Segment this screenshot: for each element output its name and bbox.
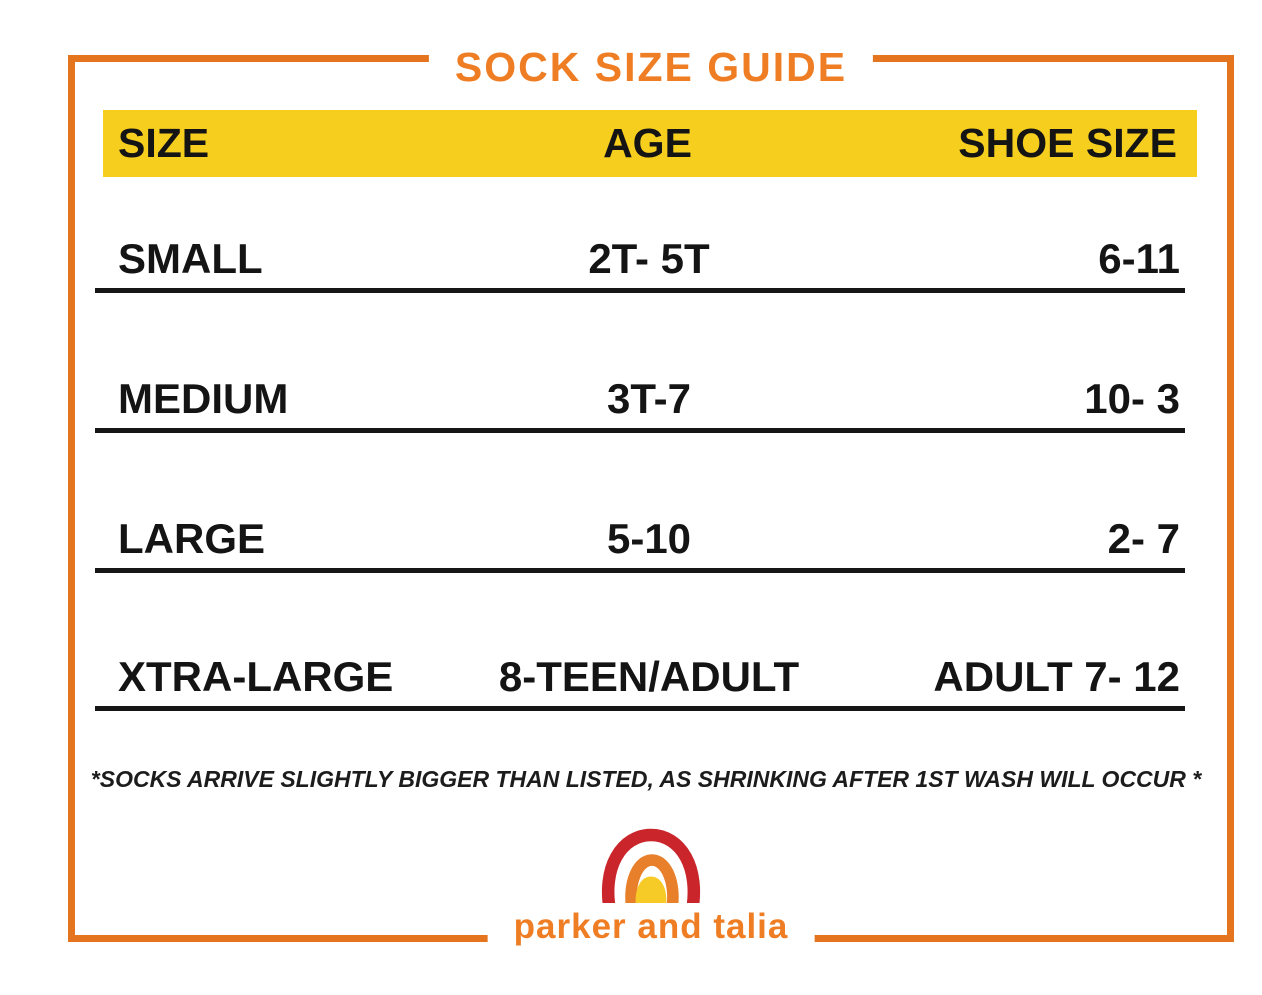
row-shoe-size-value: 2- 7 bbox=[1107, 515, 1180, 562]
table-row-small: SMALL 2T- 5T 6-11 bbox=[95, 229, 1185, 293]
table-row-medium: MEDIUM 3T-7 10- 3 bbox=[95, 369, 1185, 433]
column-header-age: AGE bbox=[603, 120, 692, 166]
row-shoe-size-value: ADULT 7- 12 bbox=[933, 653, 1180, 700]
row-age-value: 2T- 5T bbox=[588, 235, 710, 282]
shrinkage-disclaimer: *SOCKS ARRIVE SLIGHTLY BIGGER THAN LISTE… bbox=[90, 766, 1202, 792]
page-title: SOCK SIZE GUIDE bbox=[428, 38, 874, 97]
row-size-label: MEDIUM bbox=[118, 375, 289, 422]
row-age-value: 3T-7 bbox=[606, 375, 692, 422]
row-size-label: LARGE bbox=[118, 515, 265, 562]
table-row-large: LARGE 5-10 2- 7 bbox=[95, 509, 1185, 573]
page-border-frame bbox=[68, 55, 1234, 942]
table-row-xtra-large: XTRA-LARGE 8-TEEN/ADULT ADULT 7- 12 bbox=[95, 647, 1185, 711]
row-age-value: 5-10 bbox=[606, 515, 692, 562]
row-age-value: 8-TEEN/ADULT bbox=[498, 653, 800, 700]
row-shoe-size-value: 10- 3 bbox=[1084, 375, 1180, 422]
table-header-row: SIZE AGE SHOE SIZE bbox=[103, 110, 1197, 177]
row-size-label: SMALL bbox=[118, 235, 263, 282]
column-header-shoe-size: SHOE SIZE bbox=[958, 120, 1177, 166]
column-header-size: SIZE bbox=[118, 120, 210, 166]
row-size-label: XTRA-LARGE bbox=[118, 653, 394, 700]
row-shoe-size-value: 6-11 bbox=[1098, 235, 1180, 282]
brand-name: parker and talia bbox=[487, 903, 815, 957]
